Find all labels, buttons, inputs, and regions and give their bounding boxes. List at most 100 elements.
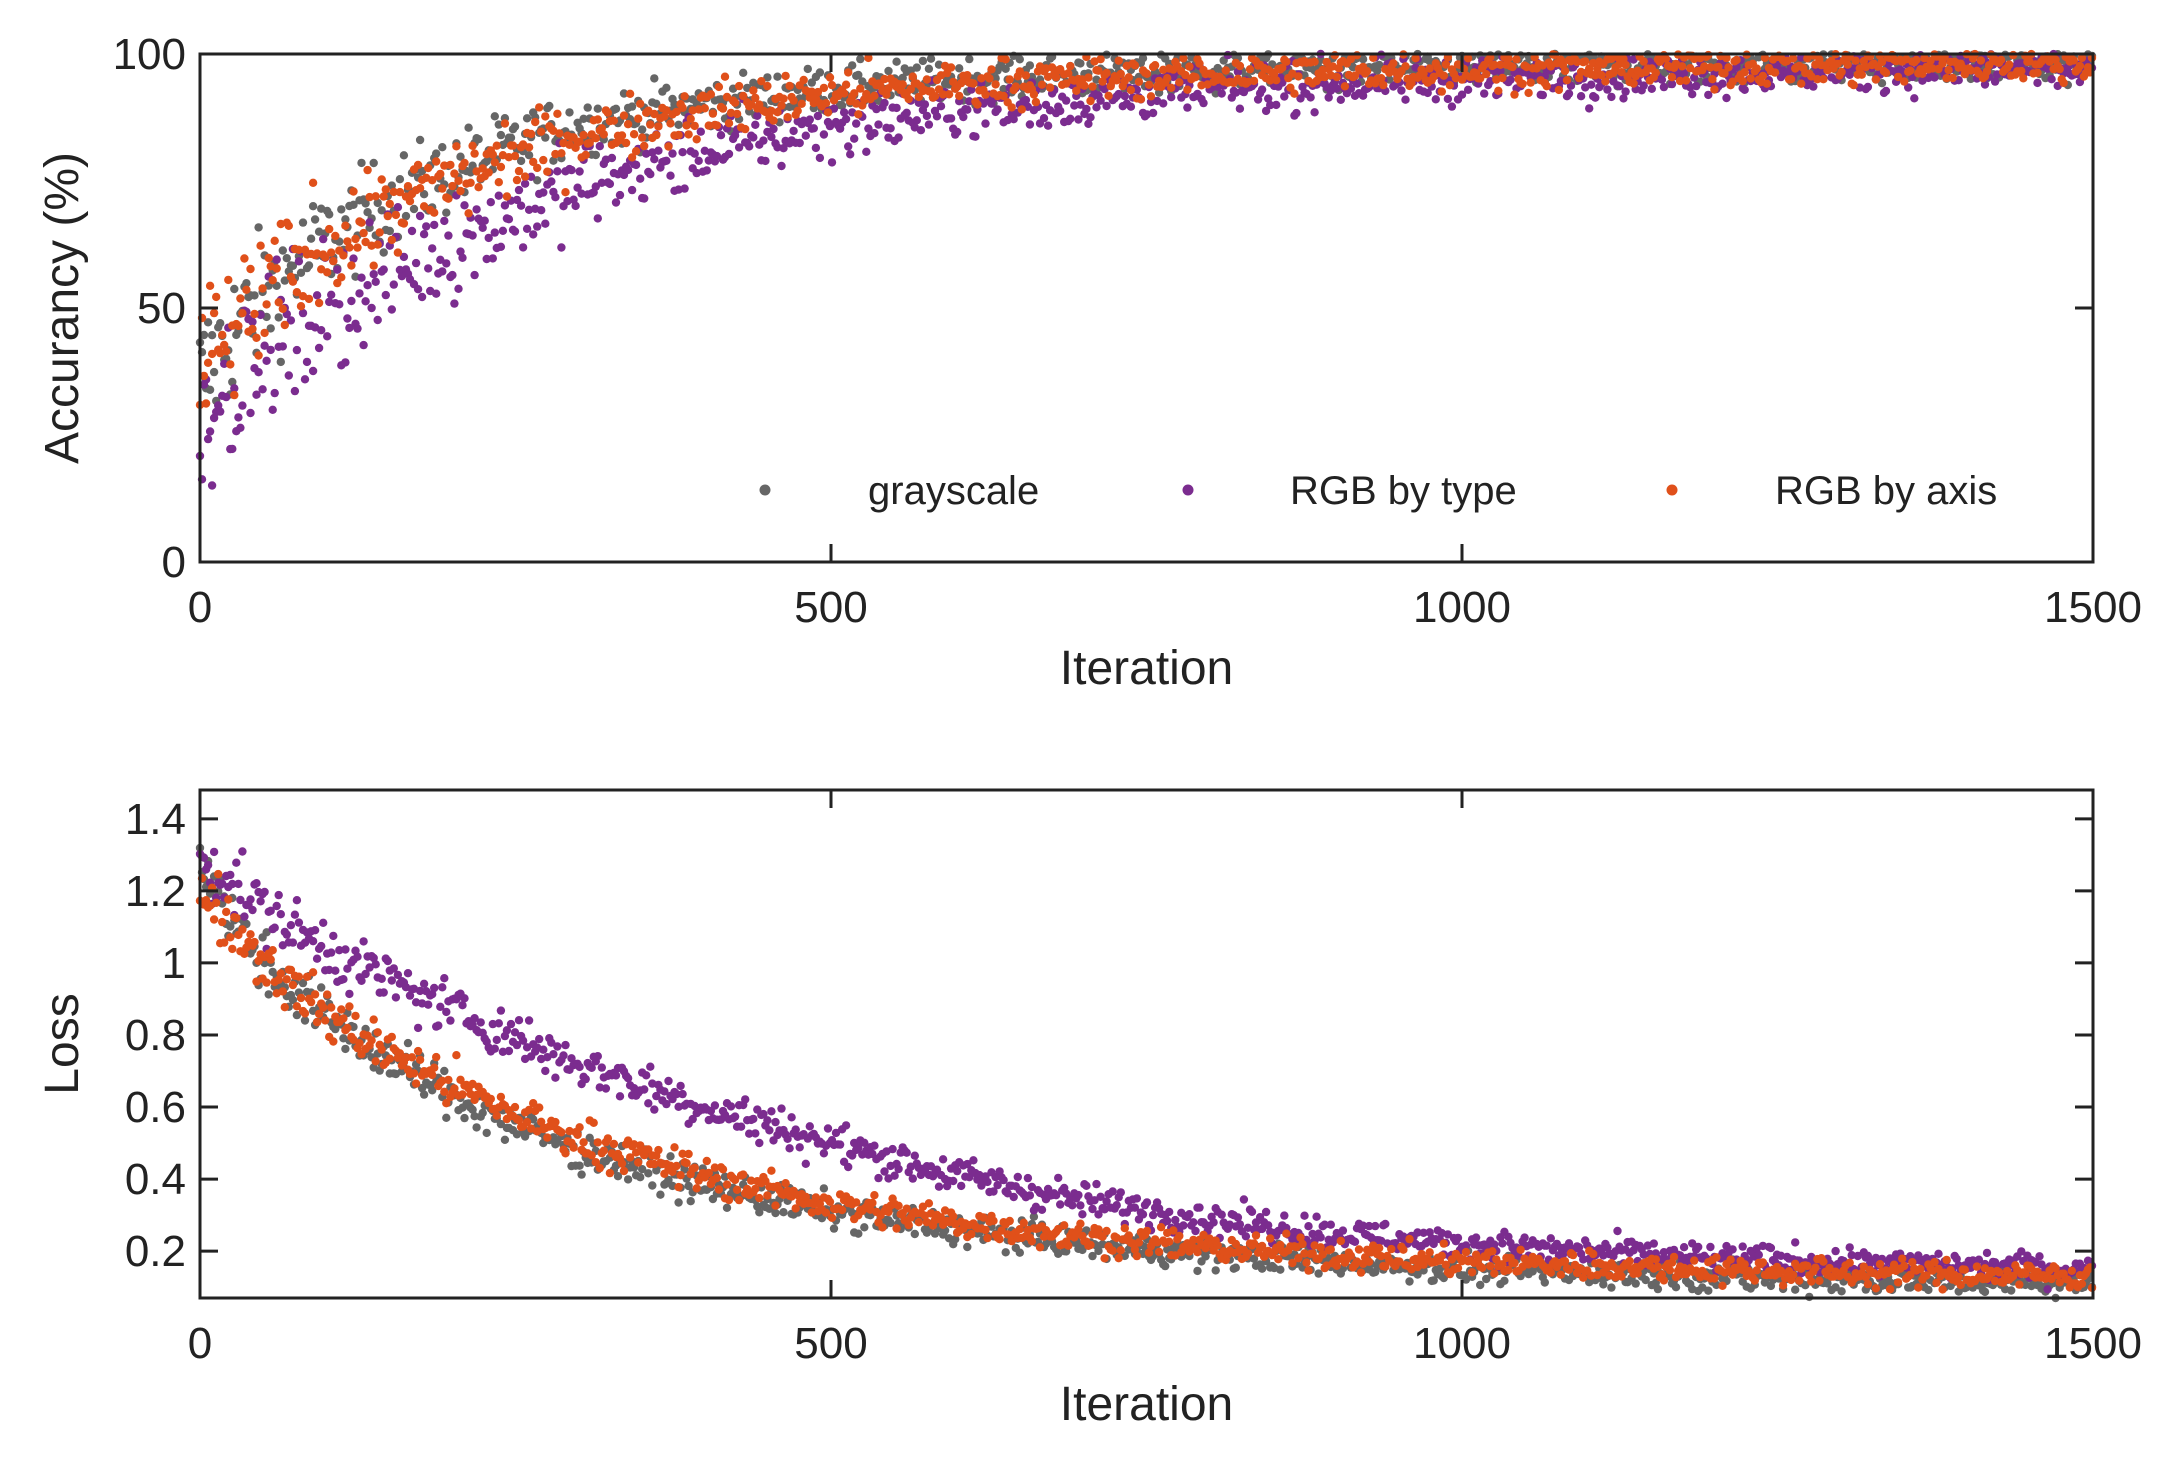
- data-point: [617, 1159, 627, 1168]
- data-point: [841, 1121, 851, 1130]
- data-point: [317, 326, 326, 335]
- data-point: [674, 1198, 683, 1207]
- data-point: [1068, 1201, 1077, 1210]
- data-point: [1631, 1279, 1640, 1288]
- data-point: [317, 983, 326, 992]
- data-point: [1966, 66, 1976, 75]
- data-point: [712, 151, 722, 161]
- data-point: [381, 290, 390, 300]
- x-tick-label: 0: [188, 583, 212, 632]
- data-point: [732, 1185, 742, 1195]
- data-point: [1300, 1211, 1309, 1220]
- data-point: [1881, 68, 1891, 78]
- data-point: [337, 1005, 346, 1014]
- data-point: [494, 178, 503, 187]
- data-point: [1132, 1194, 1142, 1203]
- data-point: [839, 89, 849, 98]
- data-point: [1554, 85, 1564, 95]
- data-point: [1542, 1241, 1552, 1250]
- data-point: [953, 1166, 962, 1176]
- data-point: [569, 1143, 578, 1152]
- data-point: [1209, 1218, 1218, 1227]
- data-point: [741, 124, 750, 134]
- data-point: [763, 1116, 772, 1125]
- data-point: [1518, 79, 1527, 89]
- data-point: [323, 990, 332, 999]
- data-point: [957, 1181, 966, 1191]
- data-point: [688, 1114, 697, 1124]
- data-point: [811, 143, 821, 153]
- data-point: [1579, 1255, 1588, 1264]
- data-point: [341, 221, 350, 230]
- data-point: [512, 195, 522, 205]
- data-point: [498, 226, 508, 235]
- data-point: [1005, 75, 1014, 84]
- data-point: [442, 1113, 451, 1123]
- data-point: [405, 991, 415, 1000]
- data-point: [587, 1063, 596, 1073]
- data-point: [2035, 1252, 2044, 1261]
- data-point: [599, 130, 608, 139]
- data-point: [579, 114, 588, 124]
- data-point: [860, 1223, 869, 1232]
- data-point: [1498, 73, 1507, 83]
- data-point: [472, 1123, 481, 1132]
- data-point: [292, 345, 302, 355]
- data-point: [533, 176, 542, 185]
- data-point: [549, 156, 558, 165]
- data-point: [646, 1062, 655, 1071]
- data-point: [442, 208, 451, 217]
- data-point: [1429, 1276, 1438, 1285]
- data-point: [1379, 80, 1388, 90]
- data-point: [761, 156, 770, 166]
- data-point: [428, 176, 437, 185]
- data-point: [825, 73, 835, 82]
- data-point: [700, 104, 709, 113]
- data-point: [1235, 1220, 1245, 1229]
- data-point: [963, 71, 972, 80]
- x-tick-label: 1000: [1413, 583, 1511, 632]
- data-point: [987, 65, 996, 74]
- data-point: [314, 298, 324, 308]
- data-point: [1120, 91, 1130, 101]
- data-point: [1094, 66, 1103, 75]
- data-point: [432, 157, 441, 166]
- data-point: [310, 990, 320, 999]
- data-point: [391, 210, 401, 220]
- data-point: [884, 66, 893, 76]
- data-point: [252, 879, 261, 888]
- data-point: [353, 952, 362, 961]
- data-point: [1934, 1249, 1943, 1259]
- data-point: [1332, 84, 1342, 93]
- data-point: [666, 1152, 675, 1161]
- data-point: [1389, 59, 1398, 68]
- data-point: [730, 1175, 740, 1185]
- data-point: [1724, 63, 1733, 72]
- data-point: [718, 104, 728, 113]
- data-point: [357, 273, 366, 282]
- data-point: [1088, 82, 1097, 91]
- data-point: [557, 149, 566, 158]
- data-point: [383, 956, 392, 966]
- data-point: [1439, 71, 1449, 80]
- data-point: [1494, 86, 1503, 96]
- data-point: [654, 1145, 663, 1155]
- data-point: [678, 103, 687, 113]
- data-point: [1009, 115, 1018, 124]
- data-point: [753, 111, 762, 121]
- data-point: [252, 390, 261, 399]
- data-point: [1136, 95, 1146, 104]
- data-point: [1241, 1232, 1251, 1241]
- data-point: [1336, 95, 1346, 105]
- data-point: [460, 1113, 469, 1123]
- data-point: [1326, 1220, 1336, 1229]
- data-point: [854, 110, 863, 119]
- data-point: [385, 226, 394, 236]
- data-point: [1249, 1254, 1259, 1263]
- data-point: [539, 1045, 548, 1054]
- data-point: [415, 211, 425, 221]
- data-point: [1257, 85, 1267, 94]
- data-point: [1675, 76, 1685, 86]
- data-point: [1183, 85, 1192, 94]
- data-point: [627, 153, 637, 162]
